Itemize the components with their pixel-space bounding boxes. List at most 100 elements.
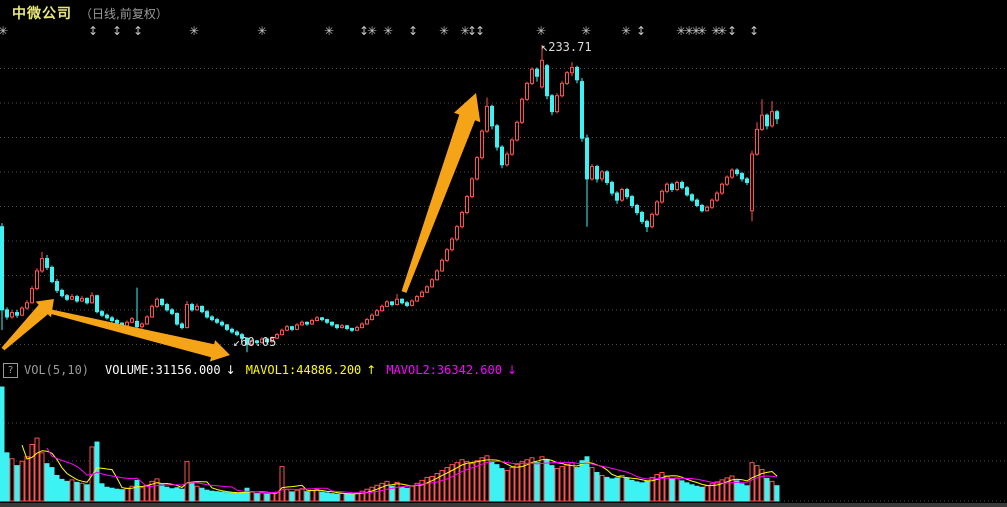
event-marker-updown-icon[interactable]: ↕ (407, 24, 419, 38)
candle-body (715, 192, 719, 201)
event-marker-updown-icon[interactable]: ↕ (87, 24, 99, 38)
event-marker-star-icon[interactable]: ✳ (256, 24, 268, 38)
volume-bar (254, 493, 260, 502)
annotation-arrow[interactable] (1, 299, 55, 351)
indicator-help-button[interactable]: ? (3, 362, 18, 378)
candle-body (25, 302, 29, 309)
event-marker-updown-icon[interactable]: ↕ (748, 24, 760, 38)
candle-body (770, 111, 774, 127)
candle-body (690, 194, 694, 201)
candle-body (40, 258, 44, 272)
candle-body (505, 153, 509, 166)
volume-bar (494, 464, 500, 502)
candle-body (450, 238, 454, 251)
volume-bar (419, 479, 425, 502)
period-adjust-label: （日线,前复权） (80, 7, 168, 21)
volume-bar (574, 467, 580, 502)
candle-body (80, 297, 84, 302)
candle-body (210, 316, 214, 321)
candle-body (280, 329, 284, 336)
event-marker-updown-icon[interactable]: ↕ (474, 24, 486, 38)
candle-body (265, 338, 269, 343)
event-marker-updown-icon[interactable]: ↕ (635, 24, 647, 38)
candle-body (100, 311, 104, 316)
event-marker-star-icon[interactable]: ✳ (620, 24, 632, 38)
volume-bar (44, 463, 50, 502)
volume-bar (389, 485, 395, 502)
max-price-label: ↖233.71 (541, 40, 592, 54)
candle-body (90, 295, 94, 304)
min-price-label: ↙60.05 (233, 335, 277, 349)
event-marker-star-icon[interactable]: ✳ (323, 24, 335, 38)
volume-bar (569, 462, 575, 502)
volume-bar (409, 485, 415, 502)
candle-body (625, 189, 629, 198)
volume-bar (339, 492, 345, 502)
candle-body (725, 176, 729, 185)
candle-body (395, 298, 399, 306)
event-marker-star-icon[interactable]: ✳ (188, 24, 200, 38)
candle-body (230, 328, 234, 333)
event-marker-star-icon[interactable]: ✳ (438, 24, 450, 38)
volume-bar (564, 464, 570, 502)
candle-body (605, 171, 609, 183)
volume-indicator-header: ? VOL(5,10) VOLUME:31156.000 ↓ MAVOL1:44… (0, 359, 1007, 381)
volume-bar (249, 491, 255, 502)
volume-bar (669, 478, 675, 502)
annotation-arrow[interactable] (39, 307, 231, 362)
candle-body (270, 337, 274, 343)
volume-bar (384, 480, 390, 502)
event-marker-updown-icon[interactable]: ↕ (466, 24, 478, 38)
candle-body (315, 317, 319, 321)
event-marker-star-icon[interactable]: ✳ (683, 24, 695, 38)
volume-bar (594, 472, 600, 502)
volume-bar (769, 480, 775, 502)
volume-bar (699, 486, 705, 502)
event-marker-star-icon[interactable]: ✳ (366, 24, 378, 38)
volume-bar (429, 475, 435, 502)
candle-body (525, 82, 529, 100)
candle-body (600, 171, 604, 180)
event-marker-star-icon[interactable]: ✳ (690, 24, 702, 38)
volume-bar (319, 491, 325, 502)
event-marker-star-icon[interactable]: ✳ (580, 24, 592, 38)
event-marker-star-icon[interactable]: ✳ (0, 24, 9, 38)
event-marker-updown-icon[interactable]: ↕ (132, 24, 144, 38)
volume-bar (144, 484, 150, 502)
volume-bar (304, 491, 310, 502)
candle-body (85, 297, 89, 304)
candle-body (245, 337, 249, 345)
event-marker-star-icon[interactable]: ✳ (710, 24, 722, 38)
bottom-scrollbar[interactable] (0, 503, 1007, 507)
event-marker-star-icon[interactable]: ✳ (696, 24, 708, 38)
volume-bar (579, 460, 585, 502)
event-marker-star-icon[interactable]: ✳ (716, 24, 728, 38)
indicator-name[interactable]: VOL(5,10) (24, 363, 90, 377)
event-marker-star-icon[interactable]: ✳ (459, 24, 471, 38)
event-marker-star-icon[interactable]: ✳ (675, 24, 687, 38)
event-marker-updown-icon[interactable]: ↕ (726, 24, 738, 38)
candle-body (720, 183, 724, 194)
volume-bar (704, 485, 710, 502)
volume-bar (639, 482, 645, 502)
candle-body (565, 72, 569, 84)
event-marker-star-icon[interactable]: ✳ (535, 24, 547, 38)
volume-bar (689, 484, 695, 502)
candle-body (200, 305, 204, 313)
event-marker-updown-icon[interactable]: ↕ (358, 24, 370, 38)
event-marker-updown-icon[interactable]: ↕ (111, 24, 123, 38)
candle-body (400, 298, 404, 304)
candle-body (290, 326, 294, 330)
candle-body (135, 320, 139, 328)
volume-bar (684, 482, 690, 502)
volume-bar (29, 443, 35, 502)
volume-bar (609, 478, 615, 502)
event-marker-star-icon[interactable]: ✳ (382, 24, 394, 38)
candle-body (355, 327, 359, 331)
volume-bar (444, 467, 450, 502)
volume-bar (129, 485, 135, 502)
candle-body (5, 309, 9, 318)
annotation-arrow[interactable] (401, 93, 481, 293)
